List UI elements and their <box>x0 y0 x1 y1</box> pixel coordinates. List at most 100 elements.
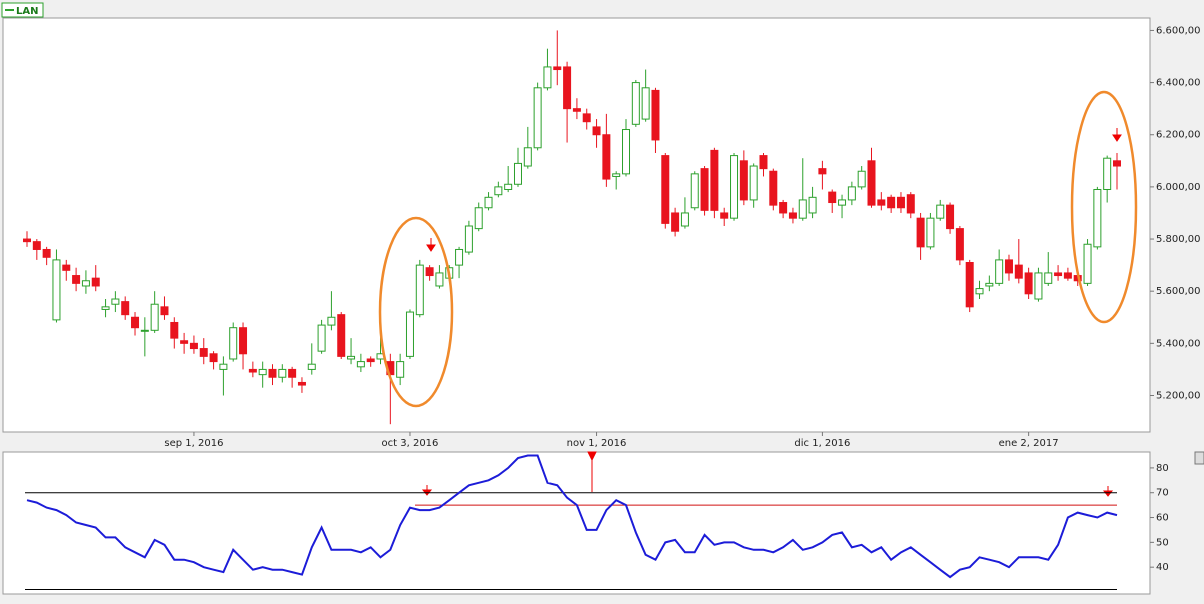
candle-body <box>278 368 287 378</box>
candle-body <box>1054 272 1063 277</box>
candle-body <box>779 202 788 214</box>
candle-body <box>543 66 552 89</box>
candle-body <box>739 160 748 201</box>
candle-body <box>356 361 365 368</box>
candle-body <box>1044 272 1053 284</box>
signal-arrow <box>1112 128 1122 142</box>
candle-body <box>955 228 964 261</box>
candle-body <box>504 183 513 190</box>
candle-body <box>641 87 650 120</box>
candle-body <box>700 168 709 211</box>
candle-body <box>690 173 699 209</box>
y-tick-label: 5.200,00 <box>1156 390 1201 401</box>
legend[interactable]: LAN <box>1 2 44 18</box>
candle-body <box>671 212 680 232</box>
candle-body <box>1103 157 1112 190</box>
candle-body <box>582 113 591 123</box>
candle-body <box>838 199 847 206</box>
candle-body <box>602 134 611 180</box>
candle-body <box>140 329 149 332</box>
expand-button[interactable] <box>1194 451 1204 465</box>
candle-body <box>975 288 984 295</box>
candle-body <box>916 217 925 248</box>
candle-body <box>474 207 483 230</box>
y-tick-label: 5.600,00 <box>1156 286 1201 297</box>
candle-body <box>111 298 120 305</box>
candle-body <box>612 173 621 177</box>
candle-body <box>366 358 375 363</box>
candle-body <box>62 264 71 271</box>
candle-body <box>847 186 856 201</box>
candle-body <box>131 316 140 329</box>
y-tick-label: 5.400,00 <box>1156 338 1201 349</box>
candle-body <box>327 316 336 326</box>
candle-body <box>661 155 670 224</box>
candle-body <box>563 66 572 110</box>
candle-body <box>297 381 306 386</box>
candle-body <box>936 204 945 219</box>
candle-body <box>769 170 778 206</box>
candle-body <box>180 340 189 344</box>
candle-body <box>1113 160 1121 167</box>
candle-body <box>720 212 729 219</box>
candle-body <box>268 368 277 378</box>
candle-body <box>405 311 414 357</box>
candle-body <box>828 191 837 204</box>
candle-body <box>906 194 915 214</box>
candle-body <box>680 212 689 227</box>
candle-body <box>896 196 905 209</box>
candle-body <box>1004 259 1013 274</box>
candle-body <box>494 186 503 196</box>
candle-body <box>592 126 601 136</box>
candle-body <box>239 327 248 355</box>
signal-arrow <box>426 238 436 252</box>
candle-body <box>464 225 473 253</box>
candles <box>23 30 1121 425</box>
candle-body <box>455 248 464 266</box>
x-tick-label: sep 1, 2016 <box>164 438 223 449</box>
candle-body <box>121 301 130 316</box>
y-tick-label: 6.600,00 <box>1156 25 1201 36</box>
candle-body <box>72 275 81 284</box>
candle-body <box>651 89 660 141</box>
y-tick-label: 50 <box>1156 537 1169 548</box>
candle-body <box>199 348 208 357</box>
candle-body <box>435 272 444 287</box>
candle-body <box>415 264 424 316</box>
candle-body <box>337 314 346 357</box>
candle-body <box>189 342 198 350</box>
candle-body <box>926 217 935 248</box>
candle-body <box>209 353 218 363</box>
candle-body <box>867 160 876 206</box>
candle-body <box>23 238 31 243</box>
legend-label: LAN <box>16 6 38 17</box>
candle-body <box>513 162 522 185</box>
candle-body <box>484 196 493 209</box>
candle-body <box>425 267 434 277</box>
y-tick-label: 40 <box>1156 562 1169 573</box>
candle-body <box>631 82 640 125</box>
candle-body <box>219 363 228 370</box>
candle-body <box>798 199 807 219</box>
candle-body <box>1034 272 1043 300</box>
highlight-ellipse <box>1070 90 1138 324</box>
candle-body <box>1083 243 1092 284</box>
y-tick-label: 6.000,00 <box>1156 182 1201 193</box>
candle-body <box>887 196 896 209</box>
candle-body <box>553 66 562 71</box>
candle-body <box>759 155 768 170</box>
candle-body <box>396 361 405 378</box>
candle-body <box>788 212 797 219</box>
candle-body <box>1093 188 1102 248</box>
x-tick-label: dic 1, 2016 <box>794 438 850 449</box>
x-tick-label: nov 1, 2016 <box>567 438 627 449</box>
candle-body <box>248 368 257 373</box>
candle-body <box>317 324 326 352</box>
candle-body <box>81 280 90 287</box>
y-tick-label: 70 <box>1156 488 1169 499</box>
candle-body <box>258 368 267 376</box>
candle-body <box>1063 272 1072 279</box>
highlight-ellipse <box>378 216 454 408</box>
legend-box <box>1 2 44 18</box>
